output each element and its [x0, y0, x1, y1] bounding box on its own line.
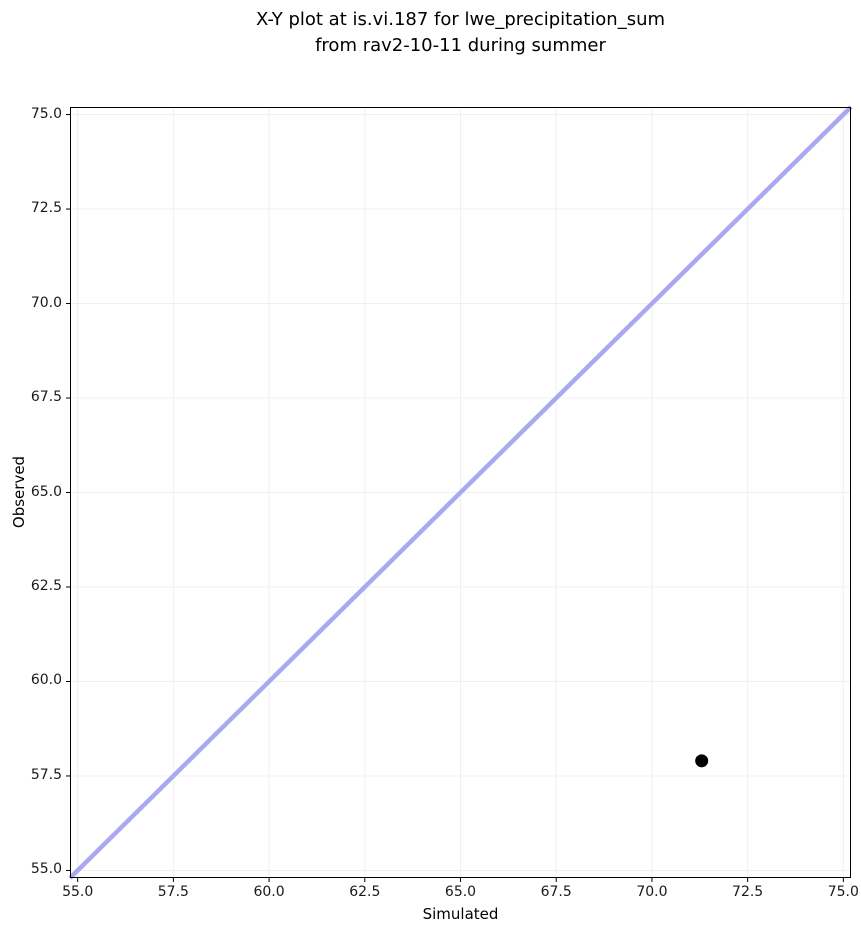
x-tick-label: 72.5	[732, 884, 764, 900]
y-tick-label: 62.5	[30, 577, 62, 594]
identity-line	[68, 105, 853, 880]
y-tick-label: 55.0	[30, 861, 62, 878]
observed-vs-simulated-point	[695, 754, 709, 768]
x-axis-label: Simulated	[422, 905, 499, 923]
y-tick-label: 57.5	[30, 766, 62, 783]
chart-title: X-Y plot at is.vi.187 for lwe_precipitat…	[255, 9, 666, 56]
y-tick-label: 70.0	[30, 294, 62, 311]
x-tick-label: 55.0	[62, 884, 94, 900]
plot-spines	[70, 107, 851, 878]
y-tick-label: 75.0	[30, 105, 62, 122]
x-tick-label: 57.5	[157, 884, 189, 900]
x-tick-label: 67.5	[540, 884, 572, 900]
x-tick-label: 75.0	[827, 884, 859, 900]
plot-area	[66, 105, 853, 882]
y-tick-label: 60.0	[30, 672, 62, 689]
x-tick-label: 70.0	[636, 884, 668, 900]
x-tick-label: 60.0	[253, 884, 285, 900]
y-tick-label: 67.5	[30, 389, 62, 405]
x-tick-label: 65.0	[444, 884, 477, 900]
y-tick-label: 65.0	[30, 483, 62, 500]
x-tick-label: 62.5	[349, 884, 381, 900]
y-tick-label: 72.5	[30, 200, 62, 217]
